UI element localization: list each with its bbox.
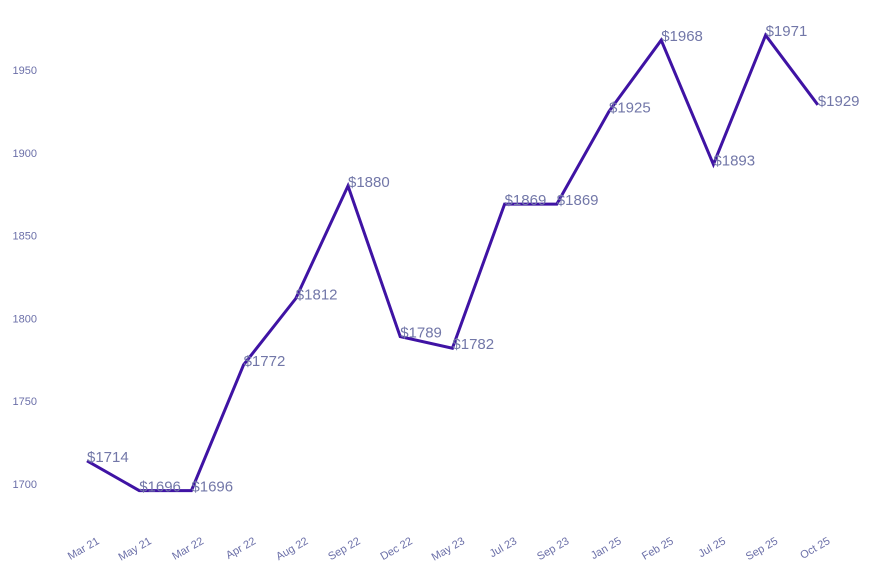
- data-label: $1782: [452, 336, 494, 353]
- x-tick-label: Mar 22: [170, 535, 206, 563]
- data-label: $1925: [609, 99, 651, 116]
- data-label: $1696: [139, 479, 181, 496]
- y-tick-label: 1850: [13, 231, 37, 243]
- y-tick-label: 1900: [13, 148, 37, 160]
- data-label: $1772: [244, 353, 286, 370]
- y-tick-label: 1950: [13, 65, 37, 77]
- y-axis: 1700 1750 1800 1850 1900 1950: [13, 65, 37, 491]
- x-tick-label: Jan 25: [589, 535, 624, 562]
- data-labels: $1714 $1696 $1696 $1772 $1812 $1880 $1789 $1782…: [87, 23, 860, 495]
- x-tick-label: Oct 25: [798, 535, 832, 562]
- data-label: $1968: [661, 28, 703, 45]
- x-axis: Mar 21 May 21 Mar 22 Apr 22 Aug 22 Sep 22 Dec …: [66, 535, 832, 563]
- x-tick-label: Feb 25: [640, 535, 676, 563]
- y-tick-label: 1700: [13, 479, 37, 491]
- series-line: [86, 32, 819, 493]
- x-tick-label: Sep 22: [326, 535, 362, 563]
- x-tick-label: Sep 23: [535, 535, 571, 563]
- x-tick-label: Mar 21: [66, 535, 102, 563]
- data-label: $1893: [713, 152, 755, 169]
- x-tick-label: Sep 25: [744, 535, 780, 563]
- data-label: $1812: [296, 287, 338, 304]
- data-label: $1789: [400, 325, 442, 342]
- data-label: $1869: [557, 192, 599, 209]
- data-label: $1880: [348, 174, 390, 191]
- x-tick-label: May 21: [116, 535, 153, 563]
- data-label: $1869: [505, 192, 547, 209]
- y-tick-label: 1800: [13, 313, 37, 325]
- price-series: [86, 32, 819, 493]
- data-label: $1696: [191, 479, 233, 496]
- data-label: $1971: [766, 23, 808, 40]
- x-tick-label: May 23: [430, 535, 467, 563]
- data-label: $1929: [818, 93, 860, 110]
- x-tick-label: Aug 22: [274, 535, 310, 563]
- x-tick-label: Jul 25: [696, 535, 727, 560]
- data-label: $1714: [87, 449, 129, 466]
- x-tick-label: Dec 22: [379, 535, 415, 563]
- x-tick-label: Apr 22: [224, 535, 258, 562]
- y-tick-label: 1750: [13, 396, 37, 408]
- x-tick-label: Jul 23: [488, 535, 519, 560]
